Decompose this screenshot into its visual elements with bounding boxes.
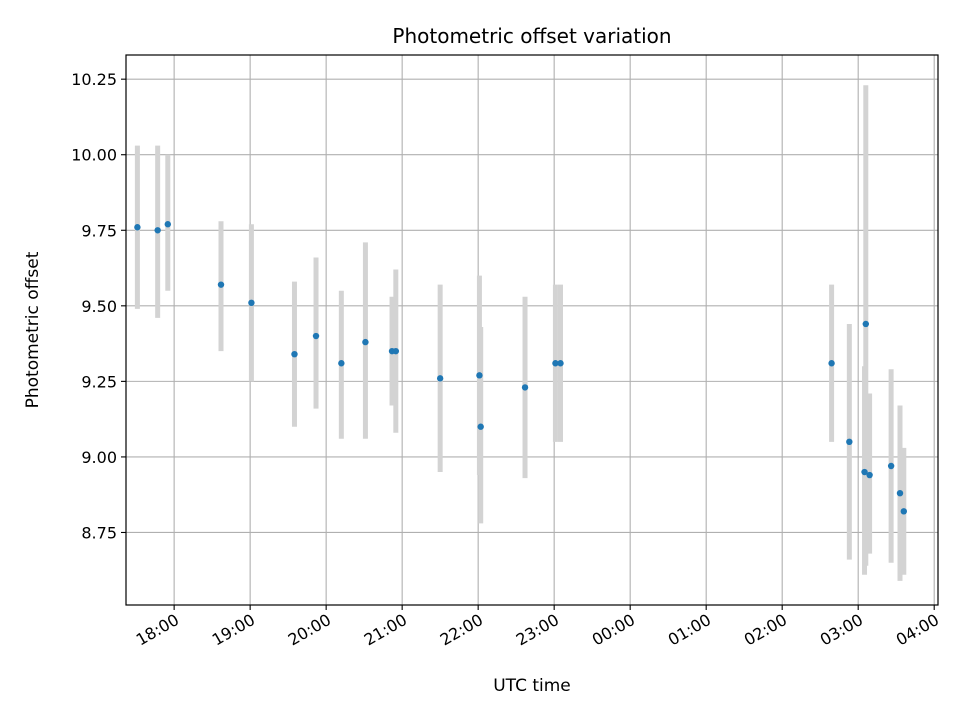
data-point — [392, 347, 400, 355]
y-tick-label: 10.00 — [71, 146, 117, 165]
data-point — [291, 350, 298, 358]
data-point — [861, 468, 868, 476]
data-point — [338, 360, 345, 367]
data-point — [476, 372, 483, 379]
data-point — [436, 375, 444, 382]
y-tick-label: 10.25 — [71, 70, 117, 89]
x-axis-label: UTC time — [493, 676, 571, 696]
y-tick-label: 9.25 — [81, 372, 117, 391]
data-point — [164, 221, 172, 228]
y-axis-ticks: 8.75 9.00 9.25 9.50 9.75 10.00 10.25 — [71, 70, 126, 542]
grid — [126, 55, 938, 605]
data-point — [900, 508, 907, 515]
data-point — [154, 227, 161, 234]
data-point — [217, 281, 225, 288]
data-point — [887, 462, 895, 470]
chart-title: Photometric offset variation — [392, 24, 671, 48]
data-point — [477, 423, 484, 430]
data-point — [552, 360, 559, 367]
data-point — [362, 338, 369, 346]
data-point — [862, 320, 869, 328]
data-point — [312, 332, 320, 340]
y-tick-label: 9.00 — [81, 448, 117, 467]
data-point — [896, 489, 904, 497]
data-point — [828, 360, 835, 367]
data-points — [134, 221, 907, 515]
data-point — [846, 438, 853, 446]
y-axis-label: Photometric offset — [23, 251, 43, 408]
data-point — [134, 224, 141, 231]
data-point — [557, 360, 564, 367]
plot-area — [126, 55, 938, 605]
y-tick-label: 9.75 — [81, 221, 117, 240]
plot-frame — [125, 54, 939, 606]
y-tick-label: 9.50 — [81, 297, 117, 316]
data-point — [248, 299, 255, 307]
y-tick-label: 8.75 — [81, 523, 117, 542]
data-point — [521, 384, 529, 391]
data-point — [866, 471, 873, 479]
